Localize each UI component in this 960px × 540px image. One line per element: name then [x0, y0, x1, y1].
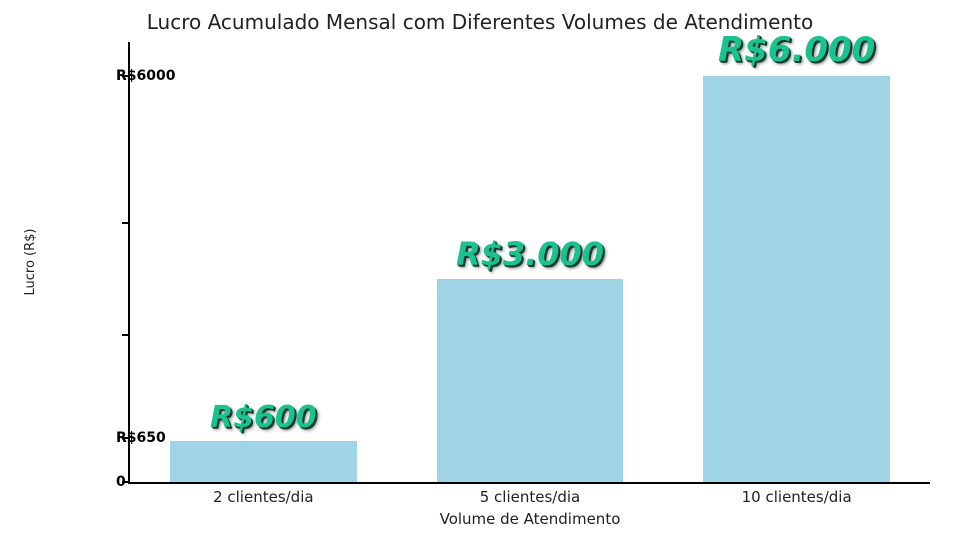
xtick-label: 10 clientes/dia [742, 488, 852, 506]
bar [437, 279, 624, 482]
y-axis-label: Lucro (R$) [23, 229, 38, 296]
bar-value-label: R$6.000 [718, 30, 875, 70]
ytick-mark-minor [122, 222, 128, 224]
plot-area: Volume de Atendimento 0R$650R$60002 clie… [128, 42, 930, 484]
xtick-label: 5 clientes/dia [480, 488, 581, 506]
bar-value-label: R$600 [210, 400, 317, 435]
xtick-label: 2 clientes/dia [213, 488, 314, 506]
x-axis-label: Volume de Atendimento [130, 510, 930, 528]
bar [170, 441, 357, 482]
chart-container: Lucro Acumulado Mensal com Diferentes Vo… [0, 0, 960, 540]
ytick-mark-minor [122, 334, 128, 336]
bar-value-label: R$3.000 [456, 235, 604, 273]
bar [703, 76, 890, 482]
chart-title: Lucro Acumulado Mensal com Diferentes Vo… [0, 10, 960, 34]
